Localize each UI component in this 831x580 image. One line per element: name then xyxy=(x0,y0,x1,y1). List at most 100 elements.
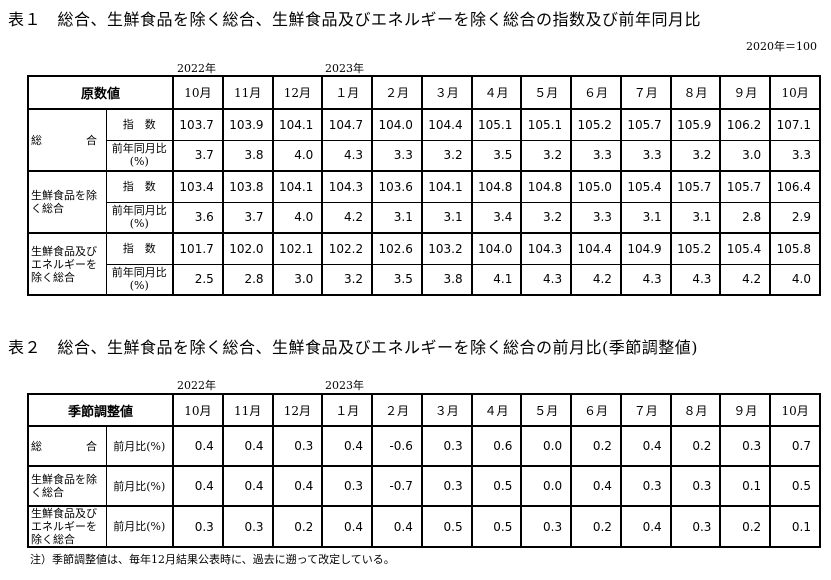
value-cell: 3.8 xyxy=(420,263,473,296)
table-row: 生鮮食品を除く総合 前月比(%) 0.4 0.4 0.4 0.3 -0.7 0.3 0.5 0.0… xyxy=(27,465,821,507)
measure-label: 前年同月比(%) xyxy=(105,263,174,296)
table-row: 生鮮食品及びエネルギーを除く総合指 数 101.7 102.0 102.1 102.2 1… xyxy=(27,232,821,296)
value-cell: 2.8 xyxy=(221,263,274,296)
value-cell: 0.6 xyxy=(470,425,523,467)
value-cell: 0.4 xyxy=(321,425,374,467)
value-cell: 3.2 xyxy=(321,263,374,296)
month-header: 11月 xyxy=(221,393,274,427)
value-cell: 0.0 xyxy=(520,465,573,507)
value-cell: 0.3 xyxy=(420,465,473,507)
value-cell: 0.3 xyxy=(420,425,473,467)
value-cell: 102.2 xyxy=(321,232,374,265)
value-cell: 3.8 xyxy=(221,139,274,172)
value-cell: 0.4 xyxy=(371,505,423,548)
table-row: 総 合指 数 103.7 103.9 104.1 104.7 104.0 104.4 105.… xyxy=(27,108,821,172)
value-cell: 3.1 xyxy=(371,201,423,234)
series-label: 総 合 xyxy=(27,108,107,172)
month-header: ５月 xyxy=(520,393,572,427)
month-header: ７月 xyxy=(619,75,672,110)
year-label-2023: 2023年 xyxy=(325,379,364,392)
value-cell: 104.4 xyxy=(420,108,473,141)
value-cell: 105.4 xyxy=(619,170,672,203)
value-cell: 4.3 xyxy=(669,263,722,296)
value-cell: 103.8 xyxy=(221,170,274,203)
year-label-2023: 2023年 xyxy=(325,62,364,75)
value-cell: 4.3 xyxy=(520,263,573,296)
year-label-2022: 2022年 xyxy=(177,379,216,392)
value-cell: 105.8 xyxy=(769,232,821,265)
value-cell: 104.3 xyxy=(520,232,573,265)
table2-seasonally-adjusted: 季節調整値 10月 11月 12月 １月 ２月 ３月 ４月 ５月 ６月 ７月 ８月 ９月 10月総 合前月… xyxy=(27,393,821,548)
measure-label: 前月比(%) xyxy=(105,465,174,507)
value-cell: 103.7 xyxy=(172,108,224,141)
value-cell: 0.4 xyxy=(619,425,672,467)
value-cell: 4.0 xyxy=(271,139,324,172)
value-cell: 105.2 xyxy=(669,232,722,265)
value-cell: 0.7 xyxy=(769,425,821,467)
value-cell: 3.7 xyxy=(221,201,274,234)
month-header: ３月 xyxy=(420,75,473,110)
value-cell: 3.1 xyxy=(669,201,722,234)
measure-label: 指 数 xyxy=(105,232,174,265)
month-header: 10月 xyxy=(769,75,821,110)
footnote: 注）季節調整値は、毎年12月結果公表時に、過去に遡って改定している。 xyxy=(30,553,395,566)
value-cell: 104.3 xyxy=(321,170,374,203)
value-cell: 3.3 xyxy=(371,139,423,172)
value-cell: 102.6 xyxy=(371,232,423,265)
value-cell: 3.3 xyxy=(619,139,672,172)
year-label-2022: 2022年 xyxy=(177,62,216,75)
value-cell: 0.5 xyxy=(769,465,821,507)
value-cell: 0.3 xyxy=(669,505,722,548)
value-cell: 105.7 xyxy=(669,170,722,203)
value-cell: 3.2 xyxy=(420,139,473,172)
value-cell: 104.4 xyxy=(570,232,622,265)
value-cell: 3.5 xyxy=(371,263,423,296)
month-header: ９月 xyxy=(719,393,771,427)
value-cell: 103.6 xyxy=(371,170,423,203)
month-header: ７月 xyxy=(619,393,672,427)
value-cell: 4.0 xyxy=(271,201,324,234)
value-cell: 0.2 xyxy=(669,425,722,467)
measure-label: 前月比(%) xyxy=(105,505,174,548)
table-row: 生鮮食品を除く総合指 数 103.4 103.8 104.1 104.3 103.6 104… xyxy=(27,170,821,234)
month-header: ３月 xyxy=(420,393,473,427)
value-cell: 0.4 xyxy=(172,465,224,507)
value-cell: 3.0 xyxy=(719,139,772,172)
value-cell: 104.1 xyxy=(271,170,324,203)
value-cell: 0.5 xyxy=(470,465,523,507)
value-cell: 104.0 xyxy=(470,232,523,265)
value-cell: 0.2 xyxy=(719,505,772,548)
value-cell: 3.3 xyxy=(769,139,821,172)
month-header: 12月 xyxy=(271,393,323,427)
value-cell: 0.3 xyxy=(719,425,772,467)
value-cell: 0.4 xyxy=(221,425,274,467)
value-cell: 105.7 xyxy=(619,108,672,141)
value-cell: 106.4 xyxy=(769,170,821,203)
value-cell: 0.3 xyxy=(520,505,573,548)
value-cell: 3.3 xyxy=(570,201,622,234)
table-row: 総 合前月比(%) 0.4 0.4 0.3 0.4 -0.6 0.3 0.6 0.0 0.2 0.4… xyxy=(27,425,821,467)
value-cell: 0.3 xyxy=(321,465,374,507)
value-cell: 0.2 xyxy=(570,425,622,467)
table1-title: 表１ 総合、生鮮食品を除く総合、生鮮食品及びエネルギーを除く総合の指数及び前年同… xyxy=(8,10,702,29)
corner-header: 原数値 xyxy=(27,75,174,110)
value-cell: 103.2 xyxy=(420,232,473,265)
value-cell: 105.2 xyxy=(570,108,622,141)
value-cell: 0.0 xyxy=(520,425,573,467)
series-label: 総 合 xyxy=(27,425,107,467)
month-header: 11月 xyxy=(221,75,274,110)
value-cell: 0.4 xyxy=(271,465,324,507)
value-cell: 0.4 xyxy=(619,505,672,548)
month-header: ６月 xyxy=(570,75,622,110)
month-header: ８月 xyxy=(669,75,721,110)
series-label: 生鮮食品及びエネルギーを除く総合 xyxy=(27,232,107,296)
table-row: 前年同月比(%) 3.6 3.7 4.0 4.2 3.1 3.1 3.4 3.2 3.3 3.1 3.… xyxy=(28,201,821,234)
value-cell: 0.5 xyxy=(420,505,473,548)
base-year-unit: 2020年＝100 xyxy=(746,40,817,53)
value-cell: 3.3 xyxy=(570,139,622,172)
series-label: 生鮮食品を除く総合 xyxy=(27,465,107,507)
series-label: 生鮮食品を除く総合 xyxy=(27,170,107,234)
value-cell: 3.1 xyxy=(619,201,672,234)
value-cell: 106.2 xyxy=(719,108,772,141)
